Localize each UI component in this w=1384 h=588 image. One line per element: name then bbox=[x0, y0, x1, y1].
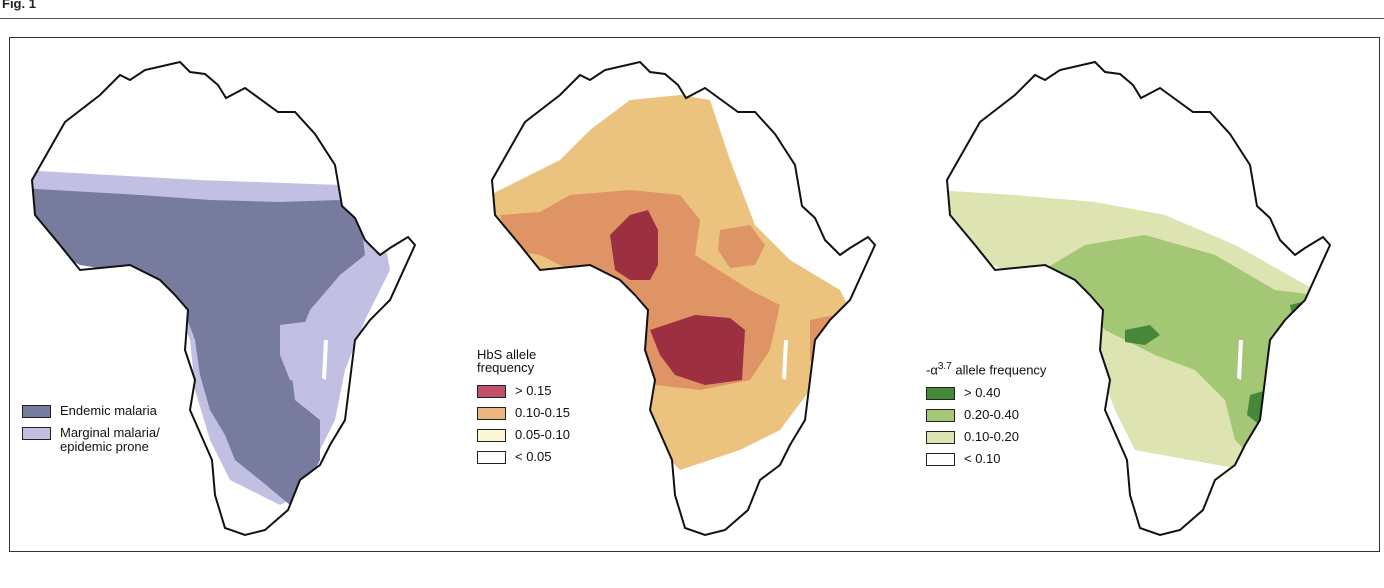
legend-row-alpha-2: 0.10-0.20 bbox=[926, 426, 1046, 448]
legend-swatch-hbs-3 bbox=[477, 450, 506, 464]
legend-row-hbs-1: 0.10-0.15 bbox=[477, 402, 570, 424]
legend-label-hbs-3: < 0.05 bbox=[515, 449, 552, 464]
legend-row-marginal: Marginal malaria/ epidemic prone bbox=[22, 426, 200, 454]
alpha-legend-title: -α3.7 allele frequency bbox=[926, 361, 1047, 378]
alpha-dark-region-west bbox=[1125, 325, 1160, 345]
hbs-map bbox=[480, 40, 876, 548]
malaria-legend: Endemic malaria Marginal malaria/ epidem… bbox=[22, 400, 200, 454]
legend-swatch-hbs-1 bbox=[477, 406, 506, 420]
top-rule bbox=[0, 18, 1384, 19]
legend-label-endemic: Endemic malaria bbox=[60, 403, 157, 418]
hbs-legend: HbS allele frequency > 0.15 0.10-0.15 0.… bbox=[477, 348, 570, 468]
hbs-dark-region-west bbox=[610, 210, 658, 280]
legend-row-hbs-2: 0.05-0.10 bbox=[477, 424, 570, 446]
legend-row-endemic: Endemic malaria bbox=[22, 400, 200, 422]
legend-swatch-hbs-2 bbox=[477, 428, 506, 442]
legend-label-marginal: Marginal malaria/ epidemic prone bbox=[60, 425, 160, 454]
legend-row-hbs-3: < 0.05 bbox=[477, 446, 570, 468]
legend-label-alpha-0: > 0.40 bbox=[964, 385, 1001, 401]
malaria-map bbox=[20, 40, 416, 548]
legend-swatch-marginal bbox=[22, 427, 51, 440]
figure-label: Fig. 1 bbox=[2, 0, 36, 11]
legend-label-hbs-0: > 0.15 bbox=[515, 383, 552, 398]
legend-swatch-alpha-3 bbox=[926, 452, 955, 466]
alpha-map bbox=[935, 40, 1331, 548]
alpha-legend: -α3.7 allele frequency > 0.40 0.20-0.40 … bbox=[926, 360, 1046, 470]
legend-label-alpha-2: 0.10-0.20 bbox=[964, 429, 1019, 445]
legend-swatch-endemic bbox=[22, 404, 51, 418]
figure-frame bbox=[9, 37, 1380, 552]
hbs-legend-title: HbS allele frequency bbox=[477, 347, 537, 375]
legend-swatch-alpha-0 bbox=[926, 386, 955, 400]
legend-row-alpha-1: 0.20-0.40 bbox=[926, 404, 1046, 426]
legend-row-alpha-0: > 0.40 bbox=[926, 382, 1046, 404]
legend-row-hbs-0: > 0.15 bbox=[477, 380, 570, 402]
legend-row-alpha-3: < 0.10 bbox=[926, 448, 1046, 470]
legend-label-hbs-1: 0.10-0.15 bbox=[515, 405, 570, 420]
legend-swatch-hbs-0 bbox=[477, 384, 506, 398]
hbs-dark-region-central bbox=[650, 315, 745, 385]
legend-label-alpha-1: 0.20-0.40 bbox=[964, 407, 1019, 423]
legend-swatch-alpha-1 bbox=[926, 408, 955, 422]
alpha-mid-region bbox=[1035, 235, 1315, 460]
legend-label-alpha-3: < 0.10 bbox=[964, 451, 1001, 467]
legend-label-hbs-2: 0.05-0.10 bbox=[515, 427, 570, 442]
legend-swatch-alpha-2 bbox=[926, 430, 955, 444]
